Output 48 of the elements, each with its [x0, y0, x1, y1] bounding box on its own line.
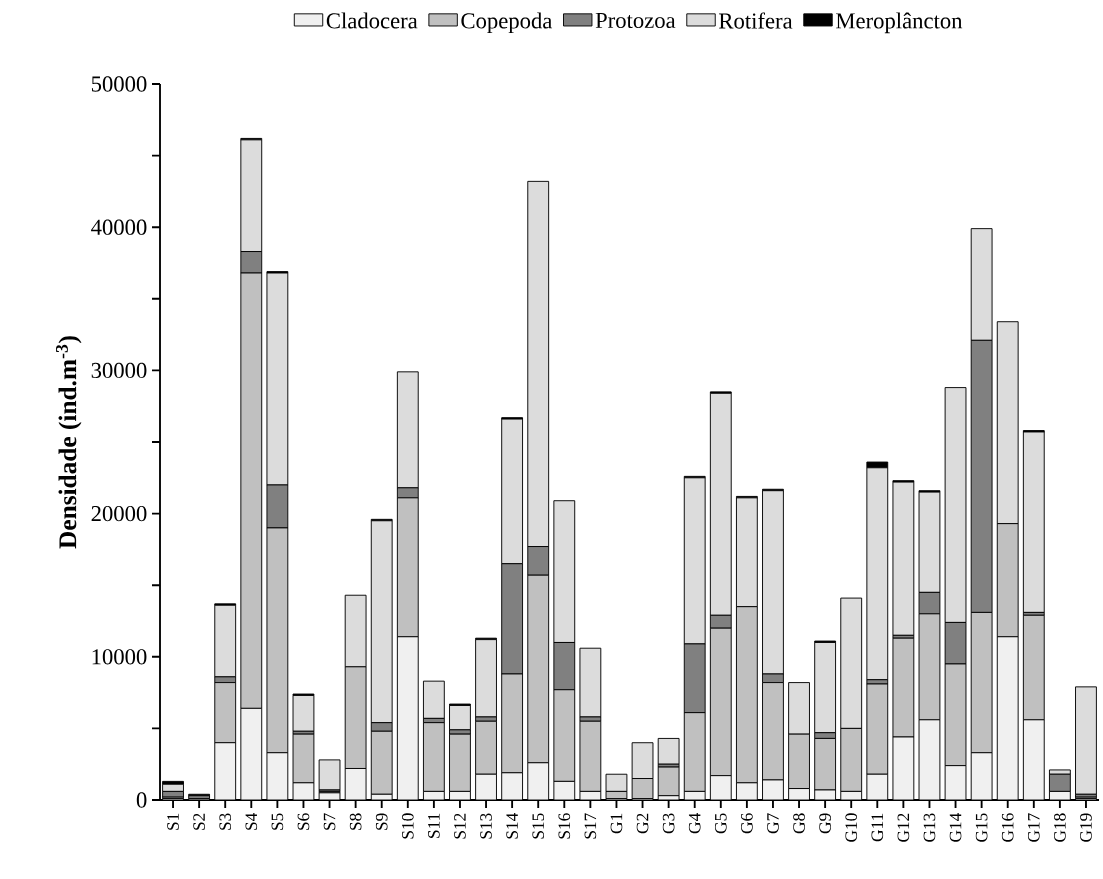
x-tick-label: S8 [349, 813, 362, 830]
x-tick-label: S6 [297, 813, 310, 830]
legend-label: Rotifera [719, 12, 793, 29]
x-tick-label: S7 [323, 813, 336, 830]
x-tick-label: S11 [428, 813, 440, 838]
x-tick-label: S3 [219, 813, 232, 830]
x-tick-label: G15 [975, 813, 988, 842]
legend-label: Cladocera [326, 12, 418, 29]
x-tick-label: G11 [871, 813, 884, 842]
x-tick-label: G1 [610, 813, 623, 834]
x-tick-label: S5 [271, 813, 284, 830]
x-tick-label: S15 [532, 813, 545, 839]
x-tick-label: G17 [1027, 813, 1040, 842]
y-axis-title: Densidade (ind.m$^{-3}$) [55, 336, 82, 549]
x-tick-label: G3 [662, 813, 675, 834]
legend-label: Copepoda [461, 12, 553, 34]
x-tick-label: S1 [167, 813, 179, 830]
x-tick-label: G2 [636, 813, 649, 834]
x-tick-label: G14 [949, 812, 962, 842]
x-tick-label: G10 [845, 813, 858, 842]
x-tick-label: S16 [558, 813, 571, 839]
x-tick-label: S14 [506, 812, 518, 839]
x-tick-label: G16 [1001, 813, 1014, 842]
x-tick-label: G4 [688, 812, 701, 834]
x-tick-label: G19 [1080, 813, 1092, 842]
x-tick-label: G6 [741, 813, 753, 834]
x-tick-label: G7 [767, 813, 779, 834]
x-tick-label: G13 [923, 813, 936, 842]
x-tick-label: S12 [454, 813, 466, 839]
x-tick-label: G9 [819, 813, 831, 834]
x-tick-label: G18 [1054, 813, 1066, 842]
y-tick-label: 50000 [91, 76, 147, 92]
x-tick-label: G12 [897, 813, 910, 842]
legend-label: Meroplâncton [836, 12, 963, 34]
x-tick-label: S2 [193, 813, 205, 830]
x-tick-label: S4 [245, 812, 258, 830]
legend-label: Protozoa [595, 12, 676, 29]
x-tick-label: S17 [584, 813, 597, 839]
y-tick-label: 10000 [92, 649, 147, 665]
x-tick-label: S10 [401, 813, 414, 839]
y-tick-label: 20000 [91, 505, 147, 522]
y-tick-label: 30000 [91, 362, 147, 379]
y-tick-label: 40000 [91, 219, 147, 235]
y-tick-label: 0 [136, 792, 147, 808]
x-tick-label: G8 [793, 813, 805, 834]
x-tick-label: S9 [375, 813, 388, 830]
x-tick-label: S13 [480, 813, 492, 839]
x-tick-label: G5 [714, 813, 727, 834]
